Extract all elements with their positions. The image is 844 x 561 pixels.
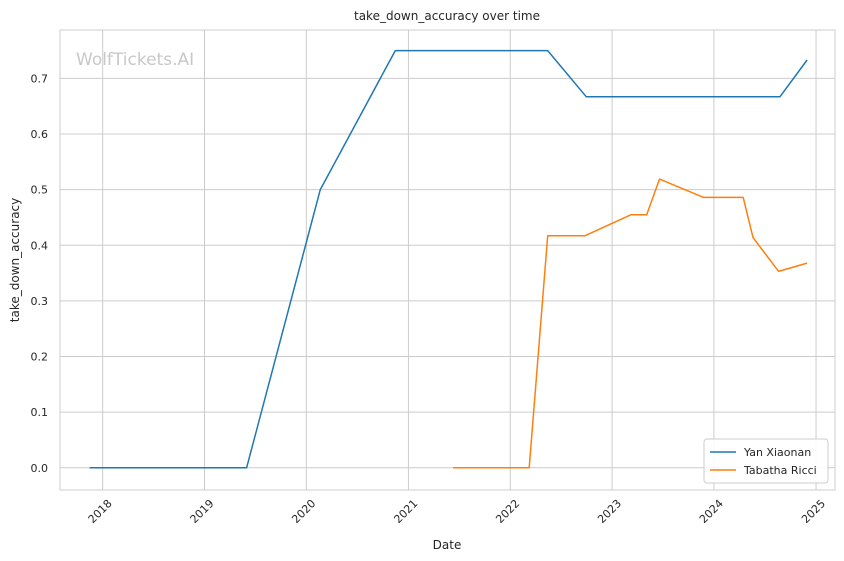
legend-box: [703, 438, 829, 484]
x-tick-label: 2019: [188, 497, 217, 526]
y-axis-label: take_down_accuracy: [8, 198, 22, 322]
x-tick-label: 2023: [595, 497, 624, 526]
x-axis-label: Date: [433, 538, 462, 552]
series-line-tabatha-ricci: [453, 178, 808, 469]
plot-area: [59, 29, 836, 491]
y-tick-label: 0.1: [31, 406, 49, 419]
x-tick-label: 2024: [697, 497, 726, 526]
y-tick-label: 0.2: [31, 351, 49, 364]
y-tick-label: 0.3: [31, 295, 49, 308]
x-tick-label: 2022: [493, 497, 522, 526]
series-line-yan-xiaonan: [89, 49, 808, 469]
grid: [60, 30, 835, 490]
y-tick-label: 0.6: [31, 128, 49, 141]
legend: Yan Xiaonan Tabatha Ricci: [703, 438, 829, 484]
y-axis-ticks: 0.0 0.1 0.2 0.3 0.4 0.5 0.6 0.7: [31, 72, 49, 474]
y-tick-label: 0.5: [31, 184, 49, 197]
x-tick-label: 2021: [391, 497, 420, 526]
chart-title: take_down_accuracy over time: [354, 9, 540, 23]
y-tick-label: 0.0: [31, 462, 49, 475]
watermark: WolfTickets.AI: [76, 50, 194, 70]
y-tick-label: 0.7: [31, 72, 49, 85]
x-tick-label: 2025: [799, 497, 828, 526]
x-tick-label: 2018: [86, 497, 115, 526]
y-tick-label: 0.4: [31, 239, 49, 252]
legend-label-tabatha-ricci: Tabatha Ricci: [743, 464, 817, 477]
x-tick-label: 2020: [289, 497, 318, 526]
series-lines: [89, 49, 808, 469]
legend-label-yan-xiaonan: Yan Xiaonan: [743, 446, 811, 459]
x-axis-ticks: 2018 2019 2020 2021 2022 2023 2024 2025: [86, 497, 828, 526]
